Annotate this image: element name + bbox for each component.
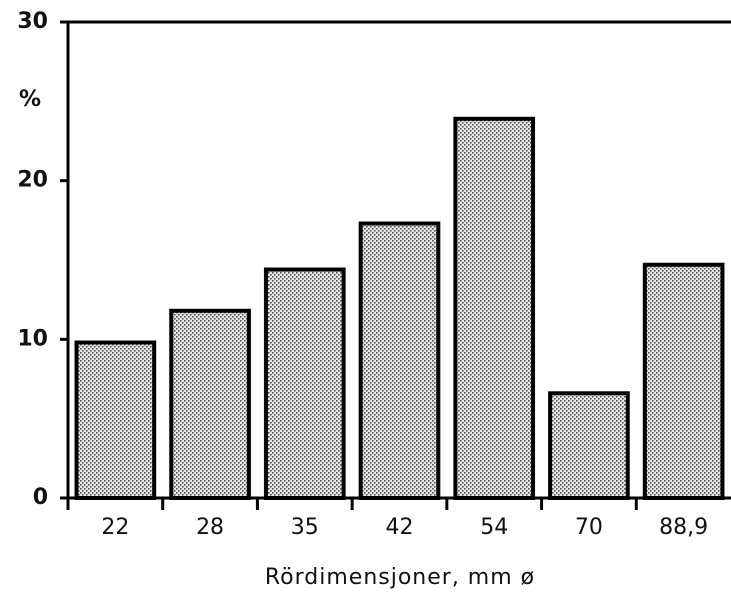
bar — [642, 262, 725, 501]
x-tick-label: 35 — [291, 515, 319, 540]
y-tick-label: 0 — [33, 485, 48, 510]
bar — [358, 221, 441, 501]
y-axis-label: % — [19, 87, 41, 112]
bar — [263, 267, 346, 500]
y-tick-label: 10 — [17, 326, 48, 351]
x-tick-label: 42 — [386, 515, 414, 540]
x-tick-label: 28 — [196, 515, 224, 540]
x-tick-label: 54 — [480, 515, 508, 540]
bar — [74, 340, 157, 500]
bar — [169, 308, 251, 501]
x-tick-label: 70 — [575, 515, 603, 540]
x-tick-label: 88,9 — [659, 515, 708, 540]
x-axis-label: Rördimensjoner, mm ø — [265, 565, 535, 590]
y-tick-label: 30 — [17, 9, 48, 34]
bar — [548, 391, 630, 500]
bar — [453, 116, 536, 501]
x-tick-label: 22 — [101, 515, 129, 540]
y-tick-label: 20 — [17, 168, 48, 193]
